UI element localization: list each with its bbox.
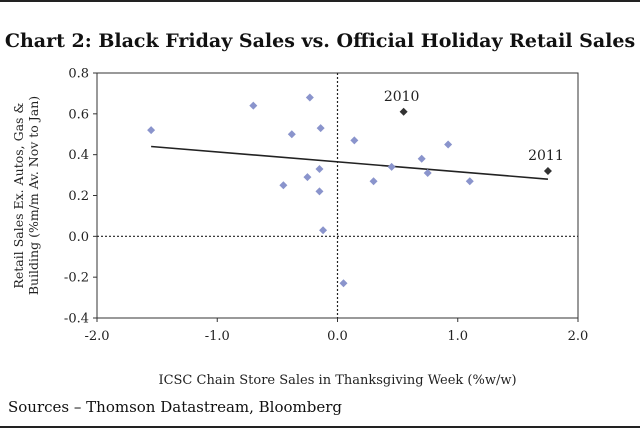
y-tick-label: 0.2 — [68, 189, 89, 204]
highlighted-point — [543, 167, 552, 175]
data-point — [279, 181, 288, 190]
y-tick-label: -0.4 — [64, 312, 89, 327]
y-axis-label: Retail Sales Ex. Autos, Gas &Building (%… — [11, 96, 41, 295]
y-tick-label: -0.2 — [64, 271, 89, 286]
trendline-group — [151, 145, 549, 180]
y-tick-label: 0.6 — [68, 107, 89, 122]
y-axis-label-line: Retail Sales Ex. Autos, Gas & — [11, 102, 26, 288]
x-tick-label: 0.0 — [327, 329, 348, 344]
ticks: -0.4 -0.2 0.0 0.2 0.4 0.6 0.8 -2.0 -1.0 0.0 1.0 2.0 — [64, 67, 588, 345]
data-point — [315, 164, 324, 173]
data-point — [350, 136, 359, 145]
data-point — [303, 173, 312, 182]
data-point — [369, 177, 378, 186]
y-tick-label: 0.4 — [68, 148, 89, 163]
points-group — [147, 93, 552, 288]
data-point — [305, 93, 314, 102]
labels-group: ICSC Chain Store Sales in Thanksgiving W… — [11, 89, 564, 388]
y-tick-label: 0.8 — [68, 67, 89, 82]
data-point — [147, 126, 156, 135]
data-point — [249, 101, 258, 110]
data-point — [319, 226, 328, 235]
data-point — [417, 154, 426, 163]
x-tick-label: 2.0 — [568, 329, 589, 344]
x-tick-label: -1.0 — [205, 329, 230, 344]
x-tick-label: -2.0 — [84, 329, 109, 344]
point-annotation: 2011 — [528, 148, 564, 164]
x-axis-label: ICSC Chain Store Sales in Thanksgiving W… — [158, 373, 516, 388]
chart-title: Chart 2: Black Friday Sales vs. Official… — [4, 30, 636, 52]
point-annotation: 2010 — [384, 89, 420, 105]
data-point — [339, 279, 348, 288]
axes — [96, 72, 579, 319]
sources-note: Sources – Thomson Datastream, Bloomberg — [8, 398, 342, 416]
data-point — [316, 124, 325, 133]
x-tick-label: 1.0 — [447, 329, 468, 344]
data-point — [287, 130, 296, 139]
data-point — [387, 162, 396, 171]
data-point — [423, 169, 432, 178]
data-point — [444, 140, 453, 149]
highlighted-point — [399, 107, 408, 116]
y-axis-label-line: Building (%m/m Av. Nov to Jan) — [26, 96, 41, 295]
trendline — [151, 145, 549, 180]
data-point — [315, 187, 324, 196]
data-point — [465, 177, 474, 186]
y-tick-label: 0.0 — [68, 230, 89, 245]
